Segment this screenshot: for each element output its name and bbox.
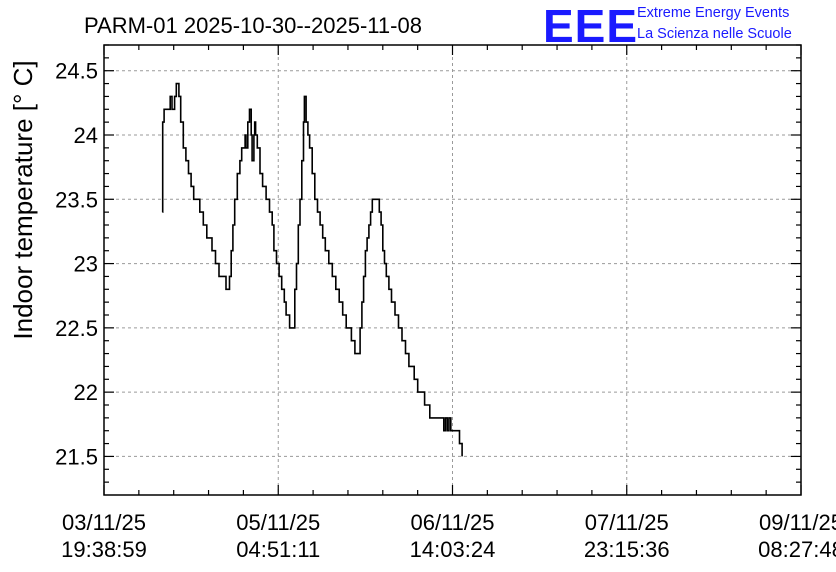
y-tick-labels: 21.5 22 22.5 23 23.5 24 24.5 bbox=[55, 59, 98, 470]
x-tick-time: 14:03:24 bbox=[410, 537, 496, 562]
eee-logo-mark: EEE bbox=[543, 0, 638, 52]
x-tick-time: 23:15:36 bbox=[584, 537, 670, 562]
eee-logo: EEE Extreme Energy Events La Scienza nel… bbox=[543, 0, 792, 52]
y-tick-label: 23 bbox=[74, 252, 98, 277]
eee-logo-line1: Extreme Energy Events bbox=[637, 5, 789, 21]
y-tick-label: 24.5 bbox=[55, 59, 98, 84]
x-tick-time: 04:51:11 bbox=[236, 537, 320, 562]
y-axis-label: Indoor temperature [° C] bbox=[8, 60, 38, 339]
series bbox=[161, 82, 463, 457]
eee-logo-line2: La Scienza nelle Scuole bbox=[637, 26, 792, 42]
y-tick-label: 23.5 bbox=[55, 187, 98, 212]
grid bbox=[104, 45, 801, 495]
x-tick-date: 07/11/25 bbox=[585, 510, 669, 535]
x-tick-date: 09/11/25 bbox=[759, 510, 836, 535]
x-tick-time: 08:27:48 bbox=[758, 537, 836, 562]
y-tick-label: 22 bbox=[74, 380, 98, 405]
temperature-series-line bbox=[161, 82, 463, 457]
x-tick-date: 06/11/25 bbox=[410, 510, 494, 535]
axis-ticks bbox=[103, 44, 802, 495]
y-tick-label: 22.5 bbox=[55, 316, 98, 341]
plot-frame bbox=[103, 44, 802, 496]
x-tick-date: 05/11/25 bbox=[236, 510, 320, 535]
x-tick-date: 03/11/25 bbox=[62, 510, 146, 535]
x-tick-time: 19:38:59 bbox=[61, 537, 147, 562]
chart-title: PARM-01 2025-10-30--2025-11-08 bbox=[84, 13, 422, 38]
y-tick-label: 24 bbox=[74, 123, 98, 148]
y-tick-label: 21.5 bbox=[55, 444, 98, 469]
